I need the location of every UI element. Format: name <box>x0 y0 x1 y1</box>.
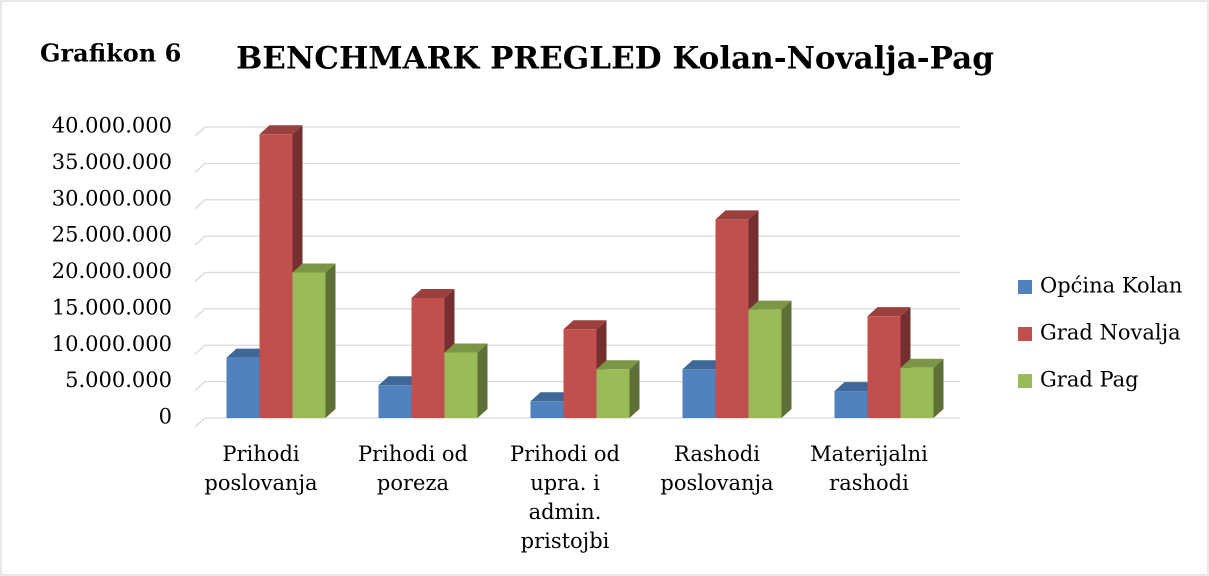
x-tick-label-line: poslovanja <box>660 471 773 495</box>
y-tick-label: 0 <box>159 405 172 429</box>
bar-top <box>682 360 726 370</box>
bar-front <box>867 316 901 418</box>
bar-side <box>325 263 336 418</box>
bar-top <box>226 348 270 358</box>
bar-top <box>715 210 759 220</box>
legend-label: Grad Novalja <box>1040 321 1181 345</box>
bar-top <box>748 300 792 310</box>
bar <box>292 263 336 418</box>
bar-front <box>444 352 478 418</box>
x-tick-label-line: poreza <box>377 471 449 495</box>
grid-line <box>194 344 960 355</box>
grid-line <box>194 235 960 246</box>
y-tick-label: 15.000.000 <box>52 295 172 319</box>
x-tick-label-line: Prihodi <box>222 442 299 466</box>
chart-title: BENCHMARK PREGLED Kolan-Novalja-Pag <box>236 41 994 77</box>
bar-top <box>596 360 640 370</box>
bar-side <box>629 360 640 418</box>
bar-front <box>715 219 749 418</box>
grid-line <box>194 126 960 137</box>
x-tick-label-line: pristojbi <box>521 529 610 553</box>
y-tick-label: 25.000.000 <box>52 223 172 247</box>
x-tick-label: Prihodi od upra. i admin. pristojbi <box>510 442 620 553</box>
x-tick-label: Prihodi od poreza <box>358 442 468 495</box>
grid-line <box>194 162 960 173</box>
bar <box>596 360 640 418</box>
x-tick-label: Rashodi poslovanja <box>660 442 773 495</box>
y-tick-label: 30.000.000 <box>52 186 172 210</box>
grid-line <box>194 199 960 210</box>
legend-swatch <box>1018 327 1032 341</box>
bar-front <box>682 369 716 418</box>
x-tick-label-line: Prihodi od <box>358 442 468 466</box>
bar-top <box>867 307 911 317</box>
x-tick-label: Materijalni rashodi <box>810 442 928 495</box>
x-tick-label: Prihodi poslovanja <box>204 442 317 495</box>
bar-top <box>411 288 455 298</box>
x-tick-label-line: Prihodi od <box>510 442 620 466</box>
legend-swatch <box>1018 280 1032 294</box>
bar <box>444 343 488 418</box>
bar <box>900 358 944 418</box>
bar-side <box>477 343 488 418</box>
bar-top <box>530 392 574 402</box>
y-tick-label: 10.000.000 <box>52 332 172 356</box>
legend-label: Grad Pag <box>1040 368 1139 392</box>
bar-front <box>292 272 326 418</box>
bar-front <box>748 309 782 418</box>
grid-line <box>194 271 960 282</box>
y-tick-label: 20.000.000 <box>52 259 172 283</box>
x-tick-label-line: Rashodi <box>674 442 760 466</box>
bar-front <box>834 391 868 418</box>
bar-top <box>292 263 336 273</box>
bar <box>748 300 792 418</box>
bar-front <box>596 369 630 418</box>
grid-line <box>194 308 960 319</box>
bar-front <box>378 385 412 418</box>
legend-label: Općina Kolan <box>1040 274 1182 298</box>
bar-top <box>900 358 944 368</box>
bar-top <box>378 376 422 386</box>
x-tick-label-line: Materijalni <box>810 442 928 466</box>
x-tick-label-line: poslovanja <box>204 471 317 495</box>
x-tick-label-line: admin. <box>529 500 602 524</box>
bar-side <box>781 300 792 418</box>
bar-front <box>259 134 293 418</box>
bar-front <box>530 401 564 418</box>
bar-front <box>411 297 445 418</box>
bar-front <box>226 357 260 418</box>
bar-top <box>834 382 878 392</box>
y-tick-label: 5.000.000 <box>65 368 172 392</box>
bar-front <box>563 329 597 418</box>
bar-top <box>259 125 303 135</box>
bar-top <box>563 320 607 330</box>
chart-label: Grafikon 6 <box>40 39 181 68</box>
legend-swatch <box>1018 374 1032 388</box>
x-tick-label-line: upra. i <box>530 471 600 495</box>
x-tick-label-line: rashodi <box>829 471 909 495</box>
y-tick-label: 40.000.000 <box>52 114 172 138</box>
y-tick-label: 35.000.000 <box>52 150 172 174</box>
bar-top <box>444 343 488 353</box>
bar-side <box>933 358 944 418</box>
bar-front <box>900 367 934 418</box>
